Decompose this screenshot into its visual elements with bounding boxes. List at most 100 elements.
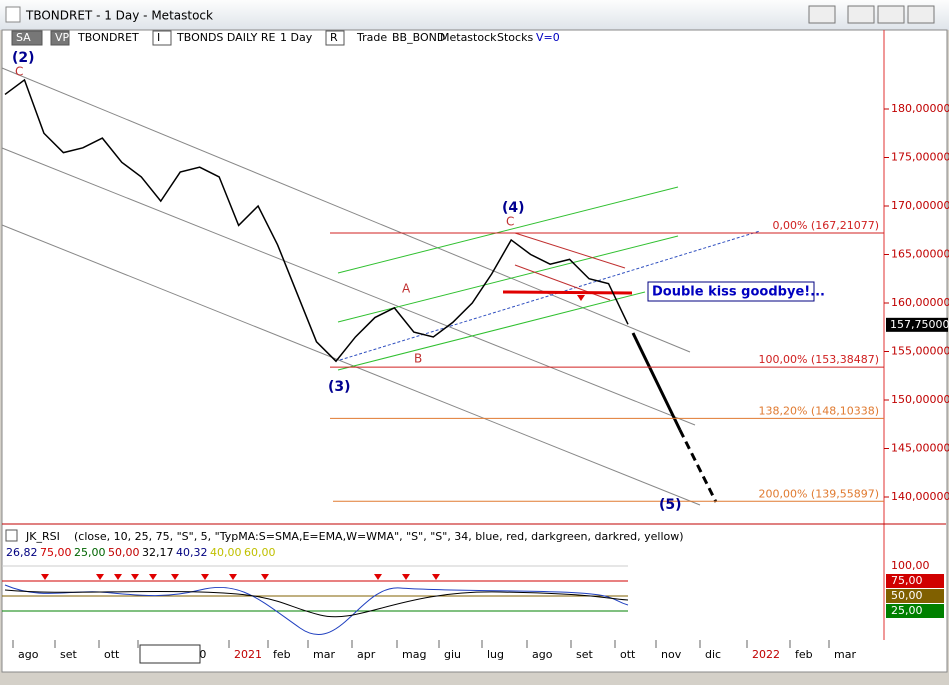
wave-label: (3): [328, 379, 351, 395]
toolbar-item: 1 Day: [280, 31, 313, 44]
signal-arrow: [261, 574, 269, 580]
indicator-tag: [886, 589, 944, 603]
wave-label: C: [506, 215, 514, 229]
x-tick-label: 2022: [752, 648, 780, 661]
x-tick-label: 2021: [234, 648, 262, 661]
wave-label: (5): [659, 497, 682, 513]
indicator-readout: 40,32: [176, 546, 208, 559]
wave-label: A: [402, 282, 411, 296]
cursor-date-box: [139, 644, 201, 664]
toolbar-item: BB_BOND: [392, 31, 445, 44]
wave-label: (2): [12, 50, 35, 66]
x-tick-label: lug: [487, 648, 504, 661]
y-tick-label: 160,00000: [891, 296, 949, 309]
signal-arrow: [149, 574, 157, 580]
button-maximize[interactable]: [877, 5, 905, 24]
y-tick-label: 155,00000: [891, 345, 949, 358]
wave-label: C: [15, 65, 23, 79]
signal-arrow: [201, 574, 209, 580]
x-tick-label: ott: [104, 648, 120, 661]
fib-label: 138,20% (148,10338): [758, 404, 879, 417]
signal-arrow: [374, 574, 382, 580]
x-tick-label: mag: [402, 648, 426, 661]
x-tick-label: set: [60, 648, 77, 661]
note-box: [647, 281, 815, 302]
indicator-tag: [886, 574, 944, 588]
signal-arrow: [96, 574, 104, 580]
button-restore[interactable]: [808, 5, 836, 24]
indicator-readout: 32,17: [142, 546, 174, 559]
window-buttons: [808, 5, 935, 24]
rsi-signal: [4, 589, 629, 618]
y-tick-label: 175,00000: [891, 151, 949, 164]
y-tick-label: 145,00000: [891, 442, 949, 455]
toolbar-item: Trade: [356, 31, 387, 44]
last-price-label: 157,75000: [890, 318, 949, 331]
window-title: TBONDRET - 1 Day - Metastock: [25, 9, 213, 23]
toolbar-item: R: [330, 31, 338, 44]
x-tick-label: ott: [620, 648, 636, 661]
fib-label: 0,00% (167,21077): [772, 219, 879, 232]
last-price-tag: [886, 317, 948, 332]
indicator-readout: 40,00: [210, 546, 242, 559]
indicator-header: JK_RSI: [25, 530, 60, 543]
indicator-params: (close, 10, 25, 75, "S", 5, "TypMA:S=SMA…: [74, 530, 684, 543]
x-tick-label: ago: [532, 648, 553, 661]
indicator-readout: 50,00: [108, 546, 140, 559]
toolbar-button[interactable]: [325, 30, 345, 46]
app-icon: [5, 6, 21, 23]
button-close[interactable]: [907, 5, 935, 24]
toolbar-item: I: [157, 31, 160, 44]
x-tick-label: giu: [444, 648, 461, 661]
toolbar-item: TBONDS DAILY RE: [176, 31, 275, 44]
x-tick-label: nov: [661, 648, 682, 661]
indicator-tick-label: 100,00: [891, 559, 930, 572]
button-minimize[interactable]: [847, 5, 875, 24]
toolbar-button[interactable]: [50, 30, 70, 46]
x-tick-label: mar: [834, 648, 856, 661]
signal-arrow: [131, 574, 139, 580]
x-tick-label: apr: [357, 648, 376, 661]
toolbar-item: V=0: [536, 31, 560, 44]
indicator-tick-label: 50,00: [891, 589, 923, 602]
x-tick-label: set: [576, 648, 593, 661]
toolbar-item: VP: [55, 31, 70, 44]
signal-arrow: [114, 574, 122, 580]
signal-arrow: [41, 574, 49, 580]
y-tick-label: 170,00000: [891, 199, 949, 212]
y-tick-label: 140,00000: [891, 490, 949, 503]
indicator-tick-label: 75,00: [891, 574, 923, 587]
y-tick-label: 165,00000: [891, 248, 949, 261]
signal-arrow: [402, 574, 410, 580]
title-bar: [0, 0, 949, 30]
indicator-readout: 75,00: [40, 546, 72, 559]
signal-arrow: [432, 574, 440, 580]
indicator-tag: [886, 604, 944, 618]
x-tick-label: dic: [705, 648, 721, 661]
toolbar-item: Stocks: [497, 31, 533, 44]
fib-label: 200,00% (139,55897): [758, 487, 879, 500]
indicator-readout: 26,82: [6, 546, 38, 559]
indicator-close[interactable]: [5, 529, 18, 542]
channels: [1, 67, 761, 506]
wave-label: B: [414, 352, 422, 366]
price-line: [4, 78, 629, 363]
signal-arrow: [171, 574, 179, 580]
toolbar-button[interactable]: [152, 30, 172, 46]
y-tick-label: 150,00000: [891, 393, 949, 406]
x-tick-label: feb: [795, 648, 813, 661]
y-tick-label: 180,00000: [891, 102, 949, 115]
toolbar-button[interactable]: [11, 30, 43, 46]
x-tick-label: feb: [273, 648, 291, 661]
toolbar-item: Metastock: [440, 31, 497, 44]
wave-label: (4): [502, 200, 525, 216]
indicator-readout: 25,00: [74, 546, 106, 559]
note: Double kiss goodbye!...: [652, 285, 825, 300]
fib-label: 100,00% (153,38487): [758, 353, 879, 366]
x-tick-label: ago: [18, 648, 39, 661]
toolbar: SA VP TBONDRET I TBONDS DAILY RE 1 Day R Trade B…: [11, 30, 560, 46]
x-tick-label: mar: [313, 648, 335, 661]
chart-area: [1, 29, 948, 673]
indicator-readout: 60,00: [244, 546, 276, 559]
